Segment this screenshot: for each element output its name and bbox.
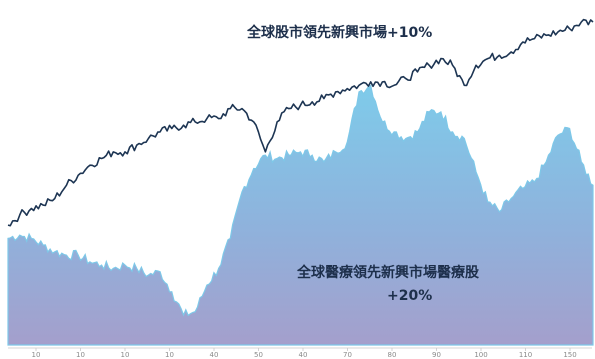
global-equity-line bbox=[7, 18, 594, 227]
annotation-global-equity: 全球股市領先新興市場+10% bbox=[246, 24, 432, 41]
x-tick-label: 40 bbox=[299, 351, 308, 359]
global-equity-line-series bbox=[7, 18, 594, 227]
x-tick-label: 10 bbox=[32, 351, 41, 359]
x-tick-label: 10 bbox=[165, 351, 174, 359]
x-tick-label: 90 bbox=[432, 351, 441, 359]
health-care-area bbox=[7, 84, 594, 346]
annotation-health-care-pct: +20% bbox=[387, 288, 432, 304]
x-tick-label: 100 bbox=[474, 351, 487, 359]
x-tick-label: 40 bbox=[210, 351, 219, 359]
x-axis-ticks: 10 10 10 10 40 50 40 70 80 90 100 110 150 bbox=[32, 348, 577, 359]
annotation-health-care: 全球醫療領先新興市場醫療股 bbox=[296, 264, 480, 281]
health-care-area-series bbox=[7, 84, 594, 346]
x-tick-label: 110 bbox=[519, 351, 532, 359]
x-tick-label: 150 bbox=[563, 351, 576, 359]
x-tick-label: 50 bbox=[254, 351, 263, 359]
x-tick-label: 80 bbox=[388, 351, 397, 359]
x-tick-label: 10 bbox=[76, 351, 85, 359]
x-tick-label: 70 bbox=[343, 351, 352, 359]
x-tick-label: 10 bbox=[121, 351, 130, 359]
